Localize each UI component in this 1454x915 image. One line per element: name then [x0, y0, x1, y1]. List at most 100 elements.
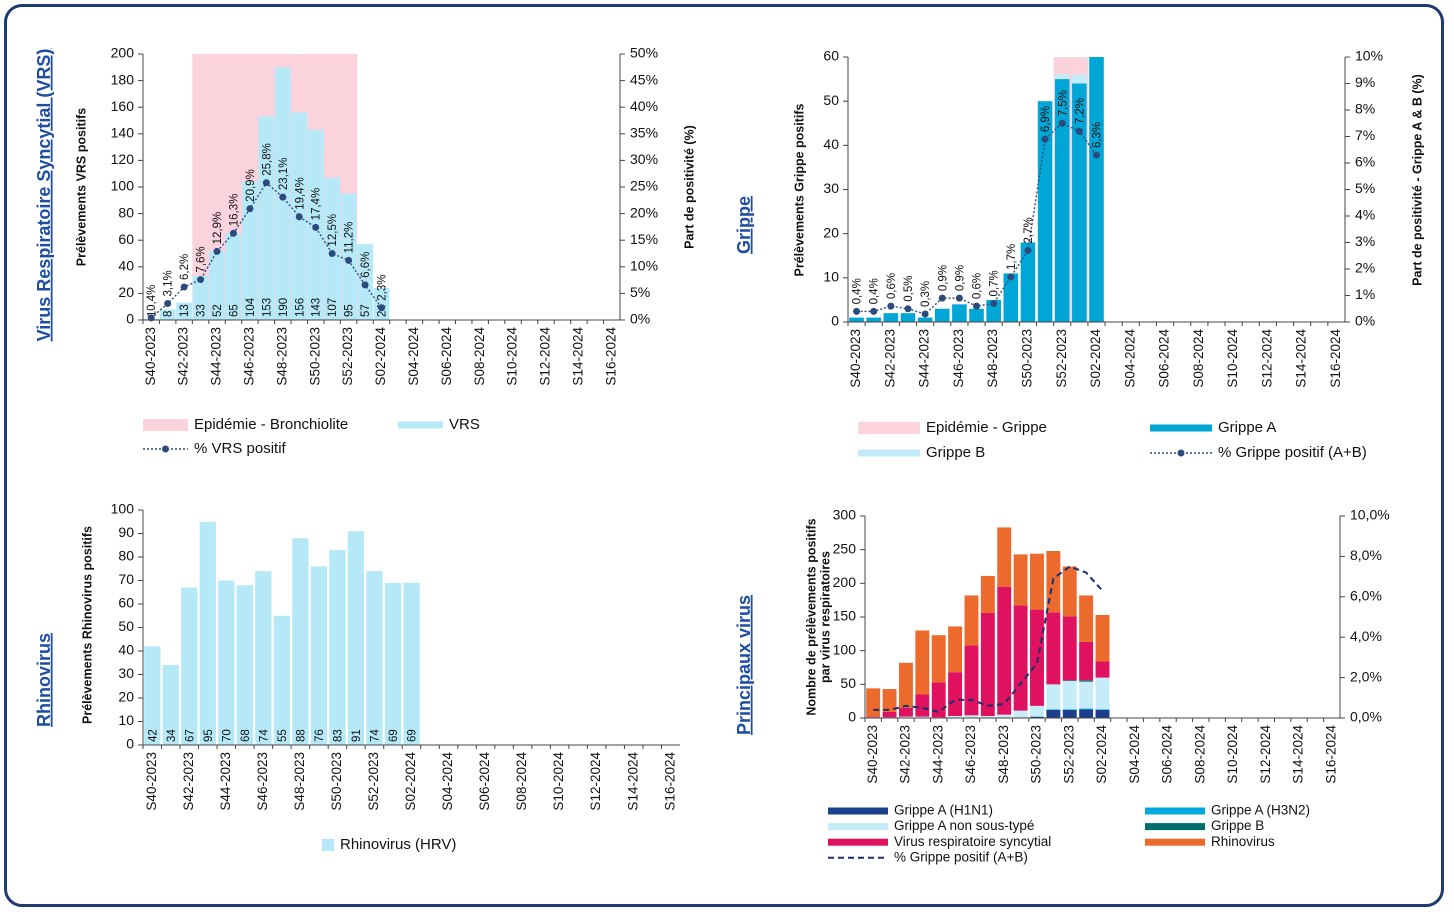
value-label: 0,3% [920, 281, 932, 307]
bar [1020, 242, 1036, 322]
x-tick-label: S42-2023 [882, 329, 897, 388]
x-tick-label: S08-2024 [514, 752, 529, 811]
bar [915, 630, 930, 695]
bar [1095, 614, 1110, 662]
y-tick-label: 50 [823, 92, 839, 108]
marker [213, 247, 221, 255]
bar [883, 313, 899, 322]
value-label: 2,7% [1023, 217, 1035, 243]
x-tick-label: S42-2023 [898, 725, 913, 784]
x-tick-label: S52-2023 [1061, 725, 1076, 784]
value-label: 6,6% [360, 252, 372, 278]
x-tick-label: S48-2023 [274, 327, 289, 386]
y-tick-label: 0 [848, 709, 856, 725]
bar [866, 688, 881, 717]
bar-label: 91 [351, 729, 363, 742]
x-tick-label: S46-2023 [951, 329, 966, 388]
x-tick-label: S52-2023 [1054, 329, 1069, 388]
bar [242, 181, 258, 320]
bar-label: 190 [278, 298, 290, 317]
legend-swatch [1145, 823, 1205, 831]
value-label: 0,6% [972, 273, 984, 299]
bar [866, 317, 881, 322]
bar [1072, 83, 1087, 322]
marker [180, 283, 188, 291]
y-axis-title: Nombre de prélèvements positifs [804, 518, 818, 715]
value-label: 0,5% [903, 276, 915, 302]
x-tick-label: S48-2023 [292, 752, 307, 811]
bar-label: 70 [221, 729, 233, 742]
bar [934, 308, 950, 322]
bar-label: 83 [332, 729, 344, 742]
y-axis-title: par virus respiratoires [818, 551, 832, 683]
line [873, 565, 1104, 714]
bar-label: 57 [360, 304, 372, 317]
bar [1079, 708, 1094, 710]
bar [980, 715, 995, 718]
y-tick-label: 300 [833, 507, 857, 523]
bar [273, 615, 291, 745]
bar [1062, 616, 1077, 681]
legend-swatch [1150, 424, 1212, 432]
bar [1072, 74, 1087, 84]
marker [853, 307, 861, 315]
bar-label: 13 [179, 304, 191, 317]
y-tick-label: 30 [118, 665, 134, 681]
bar-label: 68 [240, 729, 252, 742]
bar [1030, 553, 1044, 610]
y-tick-label: 40 [118, 642, 134, 658]
bar [1079, 709, 1094, 718]
marker [887, 302, 895, 310]
y-tick-label: 90 [118, 524, 134, 540]
bar [236, 585, 253, 745]
bar [1046, 612, 1061, 685]
x-tick-label: S14-2024 [1294, 329, 1309, 388]
y2-tick-label: 50% [630, 45, 658, 61]
value-label: 0,7% [989, 270, 1001, 296]
value-label: 1,7% [1006, 244, 1018, 270]
x-tick-label: S10-2024 [551, 752, 566, 811]
legend-label: % Grippe positif (A+B) [1218, 444, 1367, 461]
value-label: 7,6% [196, 246, 208, 272]
side-title: Rhinovirus [34, 633, 54, 727]
bar [347, 531, 365, 745]
marker [345, 256, 353, 264]
x-tick-label: S52-2023 [366, 752, 381, 811]
value-label: 6,3% [1092, 122, 1104, 148]
x-tick-label: S14-2024 [570, 327, 585, 386]
y2-tick-label: 40% [630, 98, 658, 114]
x-tick-label: S50-2023 [1029, 725, 1044, 784]
marker [1093, 151, 1100, 159]
value-label: 6,9% [1040, 106, 1052, 132]
y2-tick-label: 2,0% [1350, 668, 1382, 684]
value-label: 17,4% [311, 188, 323, 221]
legend-label: Epidémie - Bronchiolite [194, 416, 348, 433]
x-tick-label: S16-2024 [662, 752, 677, 811]
y-tick-label: 0 [126, 311, 134, 327]
legend-swatch [858, 449, 920, 457]
y-tick-label: 140 [111, 125, 135, 141]
bar [898, 707, 913, 717]
x-tick-label: S50-2023 [329, 752, 344, 811]
bar [986, 299, 1001, 322]
legend-swatch [143, 419, 188, 431]
frame [4, 4, 1444, 907]
legend-label: Rhinovirus (HRV) [340, 836, 456, 853]
marker [870, 307, 878, 315]
bar [1037, 101, 1053, 323]
bar [964, 715, 979, 718]
side-title: Grippe [734, 196, 754, 254]
marker [921, 310, 929, 318]
y-tick-label: 60 [118, 595, 134, 611]
bar [384, 582, 402, 745]
y-axis-title: Prélèvements Grippe positifs [792, 103, 806, 276]
bar [964, 645, 979, 716]
x-tick-label: S04-2024 [440, 752, 455, 811]
y2-tick-label: 0% [1355, 313, 1375, 329]
x-tick-label: S08-2024 [472, 327, 487, 386]
x-tick-label: S46-2023 [963, 725, 978, 784]
x-tick-label: S46-2023 [255, 752, 270, 811]
bar [1062, 709, 1077, 710]
x-tick-label: S10-2024 [505, 327, 520, 386]
